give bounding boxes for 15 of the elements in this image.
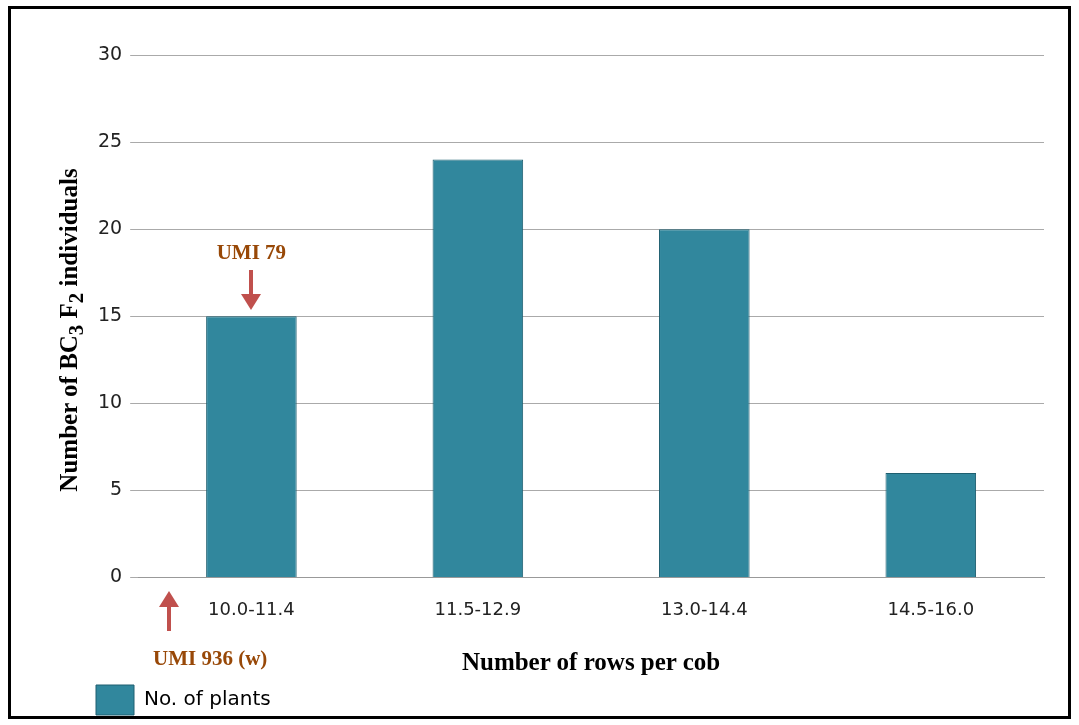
- x-tick-label: 10.0-11.4: [208, 597, 295, 619]
- y-tick-label: 10: [97, 390, 123, 413]
- x-tick-label: 13.0-14.4: [660, 597, 748, 619]
- y-tick-label: 20: [97, 216, 123, 239]
- legend-label: No. of plants: [144, 686, 271, 711]
- y-tick-label: 5: [110, 477, 123, 500]
- y-tick-label: 0: [110, 564, 123, 587]
- y-tick-label: 15: [97, 303, 123, 326]
- y-tick-label: 25: [97, 129, 123, 151]
- x-tick-label: 11.5-12.9: [434, 597, 522, 619]
- text: UMI 936 (w): [153, 646, 268, 671]
- y-tick-label: 30: [97, 41, 123, 64]
- x-axis-title: Number of rows per cob: [461, 648, 721, 676]
- annotation: UMI 79: [216, 240, 287, 265]
- x-tick-label: 14.5-16.0: [887, 597, 975, 619]
